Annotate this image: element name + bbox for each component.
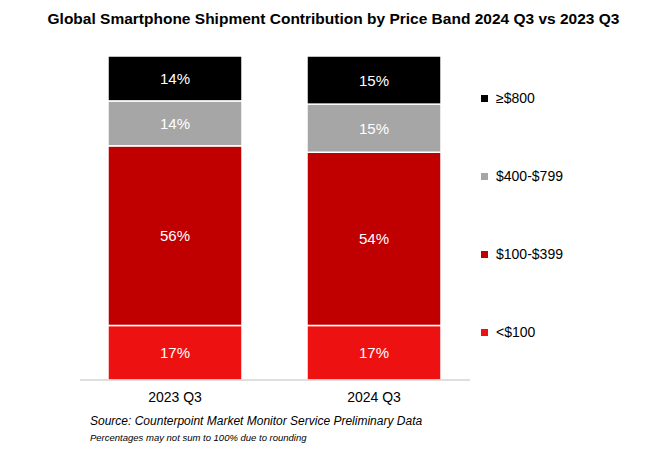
category-label: 2024 Q3 — [347, 389, 401, 405]
bar-segment — [307, 152, 441, 325]
data-label: 17% — [359, 344, 389, 361]
data-label: 17% — [160, 344, 190, 361]
legend-swatch — [481, 251, 488, 258]
category-label: 2023 Q3 — [148, 389, 202, 405]
footnote: Percentages may not sum to 100% due to r… — [90, 432, 307, 443]
legend-label: <$100 — [496, 324, 536, 340]
bar-segment — [307, 56, 441, 104]
legend-swatch — [481, 95, 488, 102]
legend-label: ≥$800 — [496, 90, 535, 106]
data-label: 14% — [160, 115, 190, 132]
data-labels: 17% 56% 14% 14% 17% 54% 15% 15% — [160, 70, 389, 361]
data-label: 15% — [359, 120, 389, 137]
bar-segment — [108, 146, 242, 326]
data-label: 15% — [359, 72, 389, 89]
bar-segment — [307, 104, 441, 152]
legend-label: $400-$799 — [496, 168, 563, 184]
legend-label: $100-$399 — [496, 246, 563, 262]
title: Global Smartphone Shipment Contribution … — [48, 10, 620, 27]
source-note: Source: Counterpoint Market Monitor Serv… — [90, 414, 422, 428]
chart-svg: Global Smartphone Shipment Contribution … — [0, 0, 667, 457]
data-label: 14% — [160, 70, 190, 87]
bars — [108, 56, 441, 380]
baseline — [80, 380, 470, 381]
bar-segment — [108, 56, 242, 101]
legend: ≥$800 $400-$799 $100-$399 <$100 — [481, 90, 563, 340]
legend-swatch — [481, 329, 488, 336]
bar-segment — [108, 325, 242, 380]
legend-swatch — [481, 173, 488, 180]
chart-container: Global Smartphone Shipment Contribution … — [0, 0, 667, 457]
bar-segment — [108, 101, 242, 146]
data-label: 56% — [160, 227, 190, 244]
bar-segment — [307, 325, 441, 380]
data-label: 54% — [359, 230, 389, 247]
